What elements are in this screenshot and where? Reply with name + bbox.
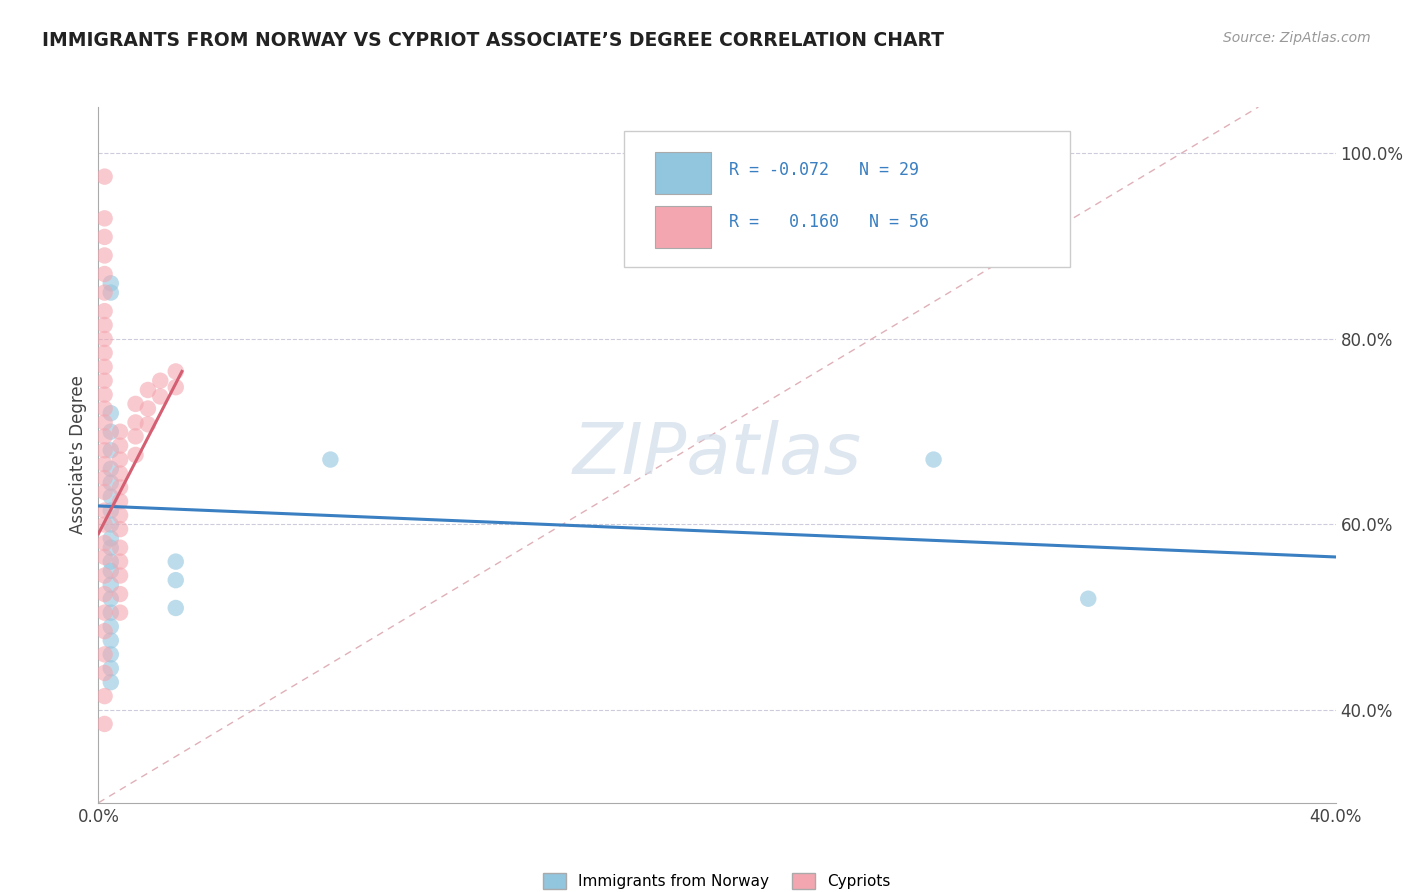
Point [108, 606, 131, 620]
Point [93, 443, 115, 458]
Point [108, 439, 131, 453]
Point [93, 457, 115, 471]
Point [93, 248, 115, 262]
Point [93, 318, 115, 332]
Point [136, 383, 159, 397]
Point [93, 230, 115, 244]
Point [149, 389, 172, 403]
Point [100, 619, 122, 633]
Point [100, 517, 122, 532]
Point [100, 443, 122, 458]
Point [319, 452, 342, 467]
Text: Source: ZipAtlas.com: Source: ZipAtlas.com [1223, 31, 1371, 45]
Point [100, 675, 122, 690]
Point [108, 452, 131, 467]
Text: R = -0.072   N = 29: R = -0.072 N = 29 [730, 161, 920, 179]
Point [93, 332, 115, 346]
Text: IMMIGRANTS FROM NORWAY VS CYPRIOT ASSOCIATE’S DEGREE CORRELATION CHART: IMMIGRANTS FROM NORWAY VS CYPRIOT ASSOCI… [42, 31, 945, 50]
Point [165, 601, 187, 615]
Point [165, 573, 187, 587]
Point [100, 578, 122, 592]
Point [93, 346, 115, 360]
Point [93, 429, 115, 443]
Point [108, 508, 131, 523]
FancyBboxPatch shape [655, 153, 711, 194]
Point [100, 503, 122, 517]
Text: ZIPatlas: ZIPatlas [572, 420, 862, 490]
Point [108, 587, 131, 601]
Point [108, 494, 131, 508]
Point [93, 717, 115, 731]
Point [108, 568, 131, 582]
Point [165, 555, 187, 569]
Point [100, 425, 122, 439]
Point [93, 549, 115, 564]
Point [108, 522, 131, 536]
Point [93, 517, 115, 532]
Point [93, 624, 115, 639]
Point [149, 374, 172, 388]
Point [100, 285, 122, 300]
FancyBboxPatch shape [655, 206, 711, 248]
Point [108, 425, 131, 439]
Point [108, 467, 131, 481]
Point [922, 452, 945, 467]
Point [93, 374, 115, 388]
Point [124, 448, 146, 462]
Point [108, 555, 131, 569]
Point [93, 568, 115, 582]
Point [165, 364, 187, 378]
Point [108, 480, 131, 494]
Point [93, 503, 115, 517]
Point [93, 689, 115, 703]
Y-axis label: Associate's Degree: Associate's Degree [69, 376, 87, 534]
Point [124, 397, 146, 411]
Point [93, 211, 115, 226]
Point [100, 648, 122, 662]
Point [100, 406, 122, 420]
Point [100, 591, 122, 606]
Point [165, 380, 187, 394]
Point [100, 475, 122, 490]
Point [93, 169, 115, 184]
Text: R =   0.160   N = 56: R = 0.160 N = 56 [730, 213, 929, 231]
Point [93, 304, 115, 318]
Point [100, 661, 122, 675]
Point [93, 359, 115, 374]
Point [136, 401, 159, 416]
Point [93, 267, 115, 281]
Point [100, 606, 122, 620]
Point [93, 401, 115, 416]
Point [93, 665, 115, 680]
Point [93, 485, 115, 500]
Point [1077, 591, 1099, 606]
Point [108, 541, 131, 555]
Point [93, 416, 115, 430]
Point [100, 564, 122, 578]
Point [124, 429, 146, 443]
Point [93, 285, 115, 300]
Point [93, 471, 115, 485]
Point [93, 387, 115, 401]
Point [93, 536, 115, 550]
Point [136, 417, 159, 432]
Point [100, 277, 122, 291]
Point [100, 532, 122, 546]
Legend: Immigrants from Norway, Cypriots: Immigrants from Norway, Cypriots [543, 873, 891, 889]
Point [100, 555, 122, 569]
Point [124, 416, 146, 430]
Point [93, 587, 115, 601]
Point [100, 541, 122, 555]
Point [100, 462, 122, 476]
Point [100, 490, 122, 504]
Point [93, 606, 115, 620]
Point [100, 633, 122, 648]
FancyBboxPatch shape [624, 131, 1070, 267]
Point [93, 648, 115, 662]
